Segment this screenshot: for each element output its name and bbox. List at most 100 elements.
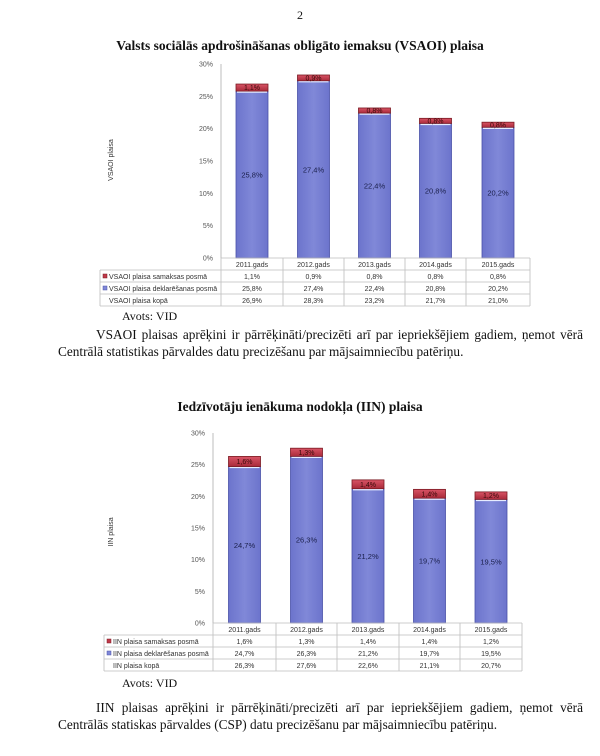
legend-marker-declared [106,650,112,656]
y-tick-label: 20% [199,126,213,133]
y-tick-label: 10% [191,557,205,564]
table-cell: 22,4% [365,286,385,293]
y-tick-label: 10% [199,191,213,198]
legend-marker-declared [102,285,108,291]
table-cell: 23,2% [365,298,385,305]
paragraph-vsaoi-note: VSAOI plaisas aprēķini ir pārrēķināti/pr… [58,327,583,359]
data-label-payment: 1,6% [237,459,253,466]
data-label-payment: 0,8% [490,122,506,129]
table-cell: 28,3% [304,298,324,305]
table-cell: 0,8% [490,274,506,281]
table-cell: 25,8% [242,286,262,293]
data-label-declared: 27,4% [303,165,325,174]
table-cell: 21,7% [426,298,446,305]
bar-payment-segment [228,456,261,467]
data-label-payment: 1,2% [483,493,499,500]
table-cell: 20,7% [481,663,501,670]
table-cell: 1,6% [237,639,253,646]
y-tick-label: 15% [199,159,213,166]
bar-payment-segment [235,83,269,92]
bar-declared-segment [351,488,385,624]
data-label-payment: 1,4% [360,482,376,489]
y-tick-label: 5% [203,223,213,230]
data-label-declared: 25,8% [241,171,263,180]
y-axis-title: IIN plaisa [108,517,115,546]
bar-declared-segment [413,497,446,624]
table-cell: 1,3% [299,639,315,646]
table-cell: 19,7% [420,651,440,658]
bar-declared-segment [474,499,508,624]
table-cell: 22,6% [358,663,378,670]
table-cell: 0,9% [306,274,322,281]
table-cell: 0,8% [367,274,383,281]
data-label-payment: 0,8% [428,118,444,125]
x-category-label: 2015.gads [482,262,515,269]
legend-marker-payment [106,638,112,644]
y-tick-label: 0% [195,621,205,628]
x-category-label: 2014.gads [419,262,452,269]
y-tick-label: 30% [199,62,213,69]
table-row-label: VSAOI plaisa kopā [109,298,168,305]
bar-declared-segment [481,126,515,259]
table-cell: 27,6% [297,663,317,670]
table-row-label: IIN plaisa samaksas posmā [113,639,199,646]
table-row-label: VSAOI plaisa deklarēšanas posmā [109,286,217,293]
table-row-label: IIN plaisa deklarēšanas posmā [113,651,209,658]
table-cell: 19,5% [481,651,501,658]
bar-declared-segment [419,123,452,259]
table-cell: 24,7% [235,651,255,658]
chart-1-source: Avots: VID [122,309,178,323]
paragraph-iin-note: IIN plaisas aprēķini ir pārrēķināti/prec… [58,700,583,732]
data-label-payment: 0,8% [367,108,383,115]
chart-1-title: Valsts sociālās apdrošināšanas obligāto … [116,38,484,53]
table-cell: 1,1% [244,274,260,281]
data-label-declared: 24,7% [234,541,256,550]
y-axis-title: VSAOI plaisa [108,139,115,181]
x-category-label: 2012.gads [290,627,323,634]
table-cell: 0,8% [428,274,444,281]
data-label-payment: 1,3% [299,450,315,457]
chart-2-title: Iedzīvotāju ienākuma nodokļa (IIN) plais… [177,399,423,414]
data-label-declared: 26,3% [296,536,318,545]
data-label-declared: 19,7% [419,557,441,566]
x-category-label: 2013.gads [352,627,385,634]
bar-declared-segment [290,456,323,624]
data-label-declared: 19,5% [480,557,502,566]
bar-payment-segment [290,447,323,457]
table-row-label: IIN plaisa kopā [113,663,159,670]
chart-iin-gap: 0% 5% 10% 15% 20% 25% 30% IIN plaisa 24,7% 1,6% 26… [103,431,523,672]
data-label-declared: 22,4% [364,182,386,191]
chart-vsaoi-gap: 0% 5% 10% 15% 20% 25% 30% VSAOI plaisa 25,8% 1,1%… [99,62,531,307]
table-cell: 1,4% [360,639,376,646]
data-label-declared: 21,2% [357,552,379,561]
table-cell: 20,8% [426,286,446,293]
table-cell: 1,2% [483,639,499,646]
chart-2-source: Avots: VID [122,676,178,690]
bar-declared-segment [358,112,391,259]
x-category-label: 2011.gads [228,627,261,634]
x-category-label: 2015.gads [475,627,508,634]
y-tick-label: 30% [191,431,205,438]
data-label-payment: 0,9% [306,75,322,82]
data-label-declared: 20,2% [487,189,509,198]
table-cell: 1,4% [422,639,438,646]
y-tick-label: 5% [195,589,205,596]
y-tick-label: 25% [199,94,213,101]
data-label-payment: 1,1% [244,85,260,92]
bar-payment-segment [351,479,385,490]
bar-payment-segment [419,117,452,124]
table-cell: 20,2% [488,286,508,293]
table-cell: 21,1% [420,663,440,670]
y-tick-label: 25% [191,462,205,469]
bar-declared-segment [235,90,269,259]
table-cell: 26,9% [242,298,262,305]
table-row-label: VSAOI plaisa samaksas posmā [109,274,207,281]
table-cell: 26,3% [235,663,255,670]
x-category-label: 2012.gads [297,262,330,269]
y-tick-label: 0% [203,256,213,263]
x-category-label: 2013.gads [358,262,391,269]
bar-declared-segment [228,466,261,624]
legend-marker-payment [102,273,108,279]
table-cell: 21,2% [358,651,378,658]
x-category-label: 2014.gads [413,627,446,634]
